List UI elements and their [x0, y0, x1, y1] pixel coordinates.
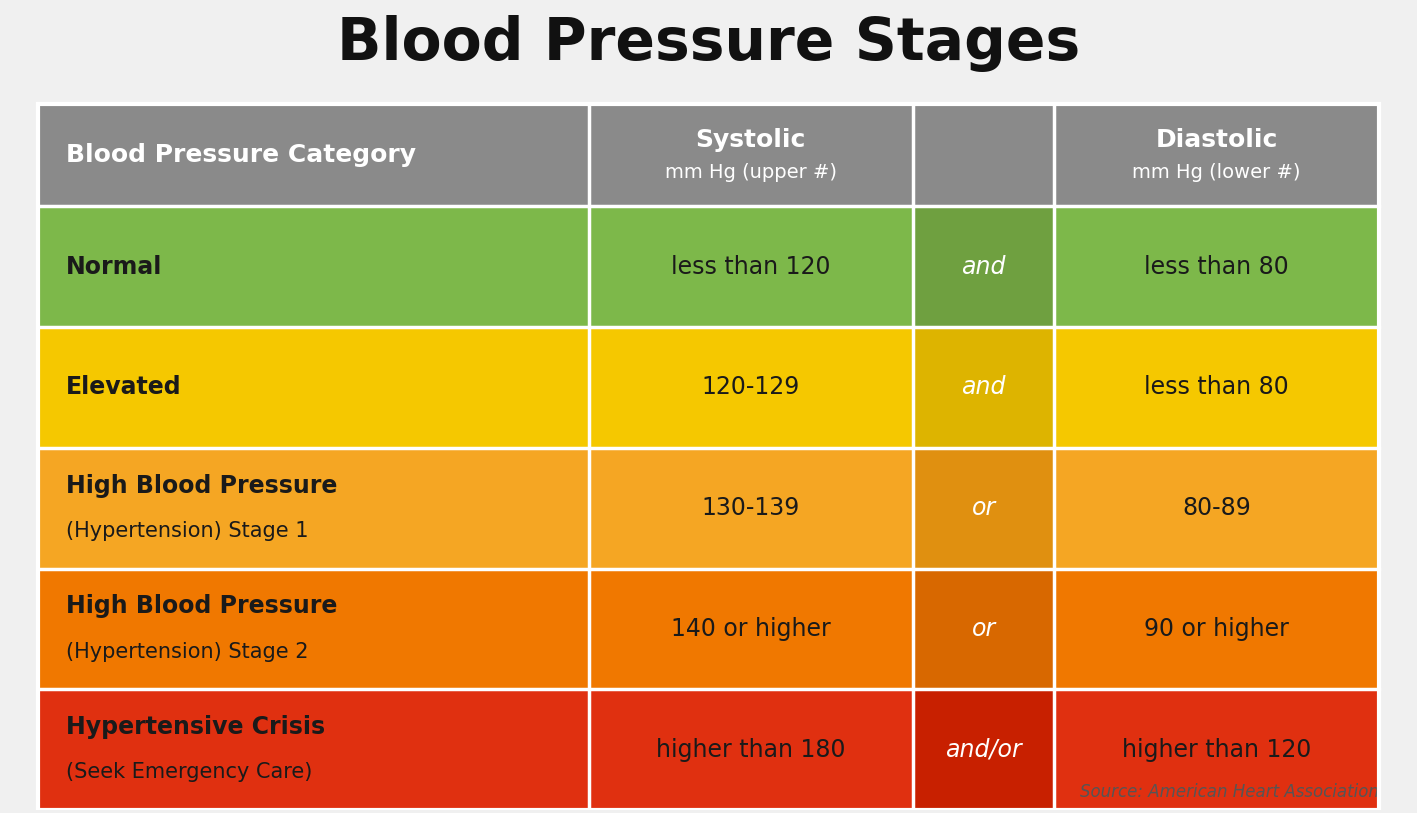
Text: 80-89: 80-89 [1182, 496, 1251, 520]
Bar [38, 689, 1379, 811]
Bar [38, 104, 1379, 207]
Text: higher than 180: higher than 180 [656, 738, 846, 762]
Text: Blood Pressure Category: Blood Pressure Category [67, 143, 417, 167]
Text: (Hypertension) Stage 2: (Hypertension) Stage 2 [67, 641, 309, 662]
Bar [913, 568, 1054, 689]
Text: less than 80: less than 80 [1145, 254, 1289, 279]
Text: 140 or higher: 140 or higher [672, 617, 830, 641]
Text: 90 or higher: 90 or higher [1144, 617, 1289, 641]
Bar [38, 568, 1379, 689]
Bar [913, 207, 1054, 327]
Text: Elevated: Elevated [67, 376, 181, 399]
Text: or: or [972, 496, 996, 520]
Text: and/or: and/or [945, 738, 1022, 762]
Text: mm Hg (lower #): mm Hg (lower #) [1132, 163, 1301, 182]
Bar [38, 448, 1379, 568]
Bar [913, 689, 1054, 811]
Text: and: and [962, 376, 1006, 399]
Bar [913, 448, 1054, 568]
Text: Normal: Normal [67, 254, 163, 279]
Text: Hypertensive Crisis: Hypertensive Crisis [67, 715, 326, 739]
Text: higher than 120: higher than 120 [1122, 738, 1311, 762]
Bar [913, 327, 1054, 448]
Text: mm Hg (upper #): mm Hg (upper #) [665, 163, 837, 182]
Text: (Seek Emergency Care): (Seek Emergency Care) [67, 763, 313, 782]
Text: High Blood Pressure: High Blood Pressure [67, 474, 337, 498]
Text: 120-129: 120-129 [701, 376, 801, 399]
Bar [38, 104, 1379, 811]
Bar [38, 327, 1379, 448]
Text: and: and [962, 254, 1006, 279]
Text: Systolic: Systolic [696, 128, 806, 152]
Bar [38, 207, 1379, 327]
Text: less than 80: less than 80 [1145, 376, 1289, 399]
Text: High Blood Pressure: High Blood Pressure [67, 594, 337, 619]
Text: Diastolic: Diastolic [1155, 128, 1278, 152]
Text: Source: American Heart Association: Source: American Heart Association [1080, 783, 1379, 801]
Text: less than 120: less than 120 [672, 254, 830, 279]
Text: or: or [972, 617, 996, 641]
Text: (Hypertension) Stage 1: (Hypertension) Stage 1 [67, 521, 309, 541]
Text: 130-139: 130-139 [701, 496, 801, 520]
Text: Blood Pressure Stages: Blood Pressure Stages [337, 15, 1080, 72]
